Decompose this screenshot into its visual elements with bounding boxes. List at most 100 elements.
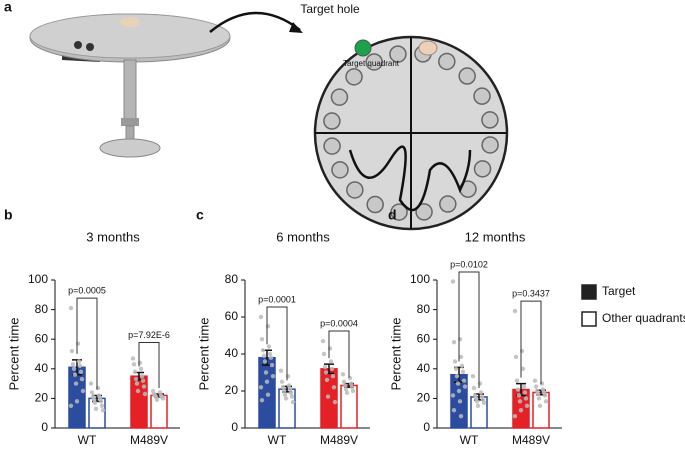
data-point bbox=[140, 378, 146, 383]
p-value: p=0.3437 bbox=[512, 288, 550, 298]
significance-bracket bbox=[328, 330, 350, 378]
y-tick-label: 0 bbox=[231, 420, 238, 434]
chart-title: 6 months bbox=[276, 229, 330, 244]
data-point bbox=[278, 368, 284, 373]
x-tick-label: WT bbox=[268, 433, 287, 447]
hole bbox=[473, 87, 491, 105]
data-point bbox=[68, 305, 74, 311]
target-hole bbox=[354, 39, 372, 57]
hole bbox=[415, 203, 433, 221]
chart: d 12 months Percent time 0 20 40 60 80 100 WT p=0.… bbox=[388, 207, 562, 447]
data-point bbox=[348, 381, 354, 386]
base bbox=[99, 138, 161, 158]
data-point bbox=[285, 374, 291, 379]
x-tick-label: M489V bbox=[130, 433, 168, 447]
hole bbox=[330, 88, 349, 106]
data-point bbox=[325, 394, 331, 399]
data-point bbox=[89, 390, 95, 395]
data-point bbox=[72, 372, 78, 377]
data-point bbox=[68, 403, 74, 408]
data-point bbox=[131, 362, 137, 367]
data-point bbox=[95, 385, 101, 391]
hole bbox=[481, 111, 499, 129]
arrowhead bbox=[289, 22, 303, 33]
y-tick-label: 100 bbox=[410, 272, 430, 286]
y-tick-label: 40 bbox=[417, 361, 431, 375]
data-point bbox=[259, 337, 265, 342]
data-point bbox=[282, 392, 288, 397]
data-point bbox=[332, 399, 338, 405]
data-point bbox=[132, 369, 138, 374]
y-axis-label: Percent time bbox=[196, 318, 211, 391]
stem-joint bbox=[121, 118, 139, 126]
panel-label: d bbox=[388, 207, 397, 223]
hole bbox=[86, 43, 94, 51]
target-hole-label: Target hole bbox=[300, 2, 360, 16]
data-point bbox=[268, 355, 274, 360]
data-point bbox=[512, 413, 518, 419]
y-tick-label: 60 bbox=[225, 309, 239, 323]
data-point bbox=[458, 354, 464, 360]
y-tick-label: 80 bbox=[35, 302, 49, 316]
data-point bbox=[261, 353, 267, 359]
data-point bbox=[265, 392, 271, 397]
data-point bbox=[258, 385, 264, 390]
data-point bbox=[450, 279, 456, 284]
data-point bbox=[454, 374, 460, 379]
hole bbox=[323, 137, 341, 155]
legend-label: Other quadrants bbox=[602, 311, 685, 325]
data-point bbox=[519, 348, 525, 354]
data-point bbox=[269, 362, 275, 368]
legend-swatch bbox=[581, 284, 597, 300]
data-point bbox=[330, 374, 336, 379]
data-point bbox=[258, 314, 264, 320]
data-point bbox=[290, 399, 296, 405]
data-point bbox=[134, 381, 140, 386]
data-point bbox=[451, 339, 457, 345]
mouse bbox=[418, 40, 438, 56]
chart-title: 3 months bbox=[86, 229, 140, 244]
data-point bbox=[349, 385, 355, 390]
significance-bracket bbox=[458, 271, 480, 388]
data-point bbox=[321, 351, 327, 357]
data-point bbox=[458, 413, 464, 419]
target-quadrant-label: Target quadrant bbox=[343, 59, 400, 68]
hole bbox=[365, 53, 383, 71]
y-tick-label: 20 bbox=[35, 391, 49, 405]
panel-label: c bbox=[196, 207, 204, 223]
data-point bbox=[522, 390, 528, 395]
p-value: p=0.0001 bbox=[258, 294, 296, 304]
data-point bbox=[462, 384, 468, 389]
data-point bbox=[341, 379, 347, 384]
data-point bbox=[452, 359, 458, 364]
data-point bbox=[520, 366, 526, 371]
data-point bbox=[71, 366, 77, 371]
y-axis-label: Percent time bbox=[388, 318, 403, 391]
data-point bbox=[133, 376, 139, 382]
data-point bbox=[100, 408, 106, 413]
data-point bbox=[141, 384, 147, 389]
data-point bbox=[331, 385, 337, 390]
data-point bbox=[142, 391, 148, 397]
y-tick-label: 60 bbox=[35, 331, 49, 345]
x-tick-label: WT bbox=[78, 433, 97, 447]
hole bbox=[366, 195, 384, 214]
data-point bbox=[344, 390, 350, 396]
bar bbox=[68, 366, 86, 429]
data-point bbox=[287, 386, 293, 392]
data-point bbox=[73, 381, 79, 386]
data-point bbox=[514, 378, 520, 383]
hole bbox=[331, 161, 349, 179]
panel-label: b bbox=[4, 207, 13, 223]
data-point bbox=[288, 390, 294, 396]
data-point bbox=[477, 381, 483, 386]
data-point bbox=[543, 399, 549, 404]
data-point bbox=[280, 385, 286, 390]
data-point bbox=[471, 385, 477, 391]
data-point bbox=[453, 366, 459, 371]
data-point bbox=[92, 400, 98, 406]
data-point bbox=[260, 348, 266, 353]
data-point bbox=[69, 348, 75, 354]
y-tick-label: 40 bbox=[225, 346, 239, 360]
p-value: p=0.0005 bbox=[68, 285, 106, 295]
